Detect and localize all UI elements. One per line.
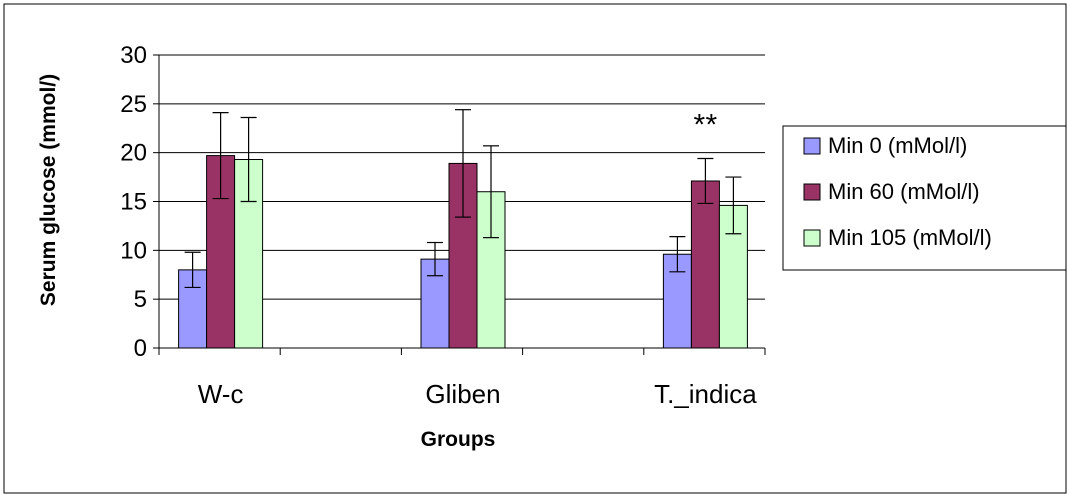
y-tick-label: 20 — [120, 140, 147, 167]
x-axis-title: Groups — [421, 428, 496, 451]
y-tick-label: 15 — [120, 189, 147, 216]
legend-label: Min 60 (mMol/l) — [828, 179, 980, 204]
y-tick-label: 5 — [134, 286, 147, 313]
y-tick-label: 25 — [120, 91, 147, 118]
y-tick-label: 10 — [120, 237, 147, 264]
category-label: T._indica — [654, 379, 757, 409]
y-tick-label: 0 — [134, 335, 147, 362]
legend-label: Min 0 (mMol/l) — [828, 133, 967, 158]
bar — [690, 180, 720, 349]
significance-marker: * — [694, 109, 706, 142]
legend-swatch — [803, 229, 821, 247]
legend-box — [782, 125, 1067, 271]
legend-swatch — [803, 183, 821, 201]
y-axis-title: Serum glucose (mmol/) — [37, 74, 60, 306]
legend-label: Min 105 (mMol/l) — [828, 225, 992, 250]
y-tick-label: 30 — [120, 42, 147, 69]
legend-swatch — [803, 137, 821, 155]
significance-marker: * — [706, 109, 718, 142]
category-label: W-c — [198, 379, 244, 409]
category-label: Gliben — [425, 379, 500, 409]
